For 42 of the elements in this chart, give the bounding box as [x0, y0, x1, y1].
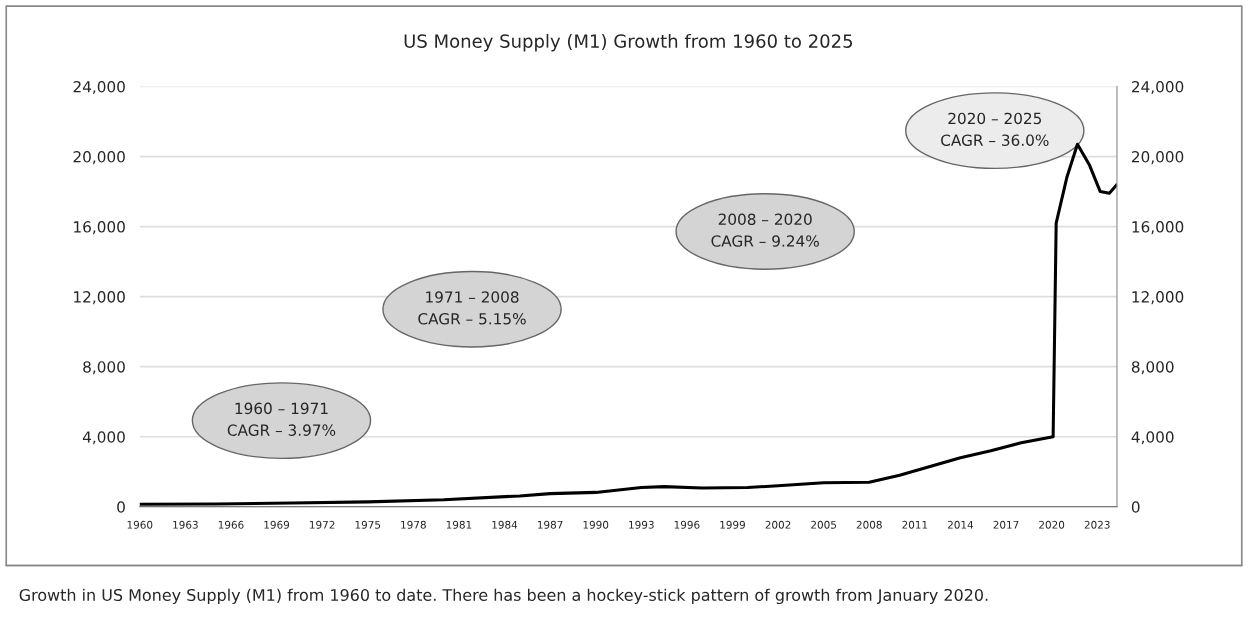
x-tick-label: 1978	[401, 520, 426, 529]
x-tick-label: 2002	[765, 520, 791, 529]
x-tick-label: 2005	[811, 520, 836, 529]
y-tick-label: 0	[117, 501, 125, 513]
x-tick-label: 1963	[173, 520, 198, 529]
x-tick-label: 2014	[947, 520, 974, 529]
y2-tick-label: 4,000	[1131, 431, 1174, 445]
y-tick-label: 24,000	[73, 80, 125, 95]
x-tick-label: 1981	[446, 520, 472, 529]
y-tick-label: 20,000	[73, 151, 125, 165]
y2-tick-label: 12,000	[1132, 291, 1184, 305]
x-tick-label: 2011	[902, 520, 928, 529]
chart-title: US Money Supply (M1) Growth from 1960 to 2025	[404, 33, 853, 52]
x-tick-label: 1960	[127, 520, 153, 529]
y2-tick-label: 8,000	[1131, 361, 1174, 375]
x-tick-label: 1999	[720, 520, 745, 529]
x-tick-label: 1975	[355, 520, 381, 529]
y2-tick-label: 24,000	[1131, 80, 1184, 95]
annotation: 1971 – 2008 CAGR – 5.15%	[418, 291, 526, 325]
x-tick-label: 2008	[856, 520, 882, 529]
y-tick-label: 16,000	[74, 221, 125, 235]
y-tick-label: 4,000	[82, 431, 125, 445]
y2-tick-label: 0	[1131, 501, 1140, 513]
y-tick-label: 8,000	[83, 361, 125, 375]
x-tick-label: 2017	[993, 520, 1019, 529]
x-tick-label: 1993	[629, 520, 654, 529]
x-tick-label: 2023	[1084, 520, 1110, 529]
y2-tick-label: 20,000	[1131, 151, 1184, 165]
x-tick-label: 1972	[310, 520, 335, 529]
x-tick-label: 1996	[674, 520, 700, 529]
x-tick-label: 1990	[583, 520, 609, 529]
x-tick-label: 1987	[537, 520, 563, 529]
text: Growth in US Money Supply (M1) from 1960 to date. There has been a hockey-stick pattern of growth from January 2020.	[19, 588, 988, 605]
y-tick-label: 12,000	[74, 291, 125, 305]
annotation: 1960 – 1971 CAGR – 3.97%	[227, 402, 336, 436]
x-tick-label: 1966	[218, 520, 244, 529]
x-tick-label: 2020	[1039, 520, 1065, 529]
x-tick-label: 1969	[264, 520, 290, 529]
annotation: 2020 – 2025 CAGR – 36.0%	[941, 112, 1049, 146]
y2-tick-label: 16,000	[1132, 221, 1184, 235]
x-tick-label: 1984	[492, 520, 518, 529]
annotation: 2008 – 2020 CAGR – 9.24%	[711, 213, 819, 247]
